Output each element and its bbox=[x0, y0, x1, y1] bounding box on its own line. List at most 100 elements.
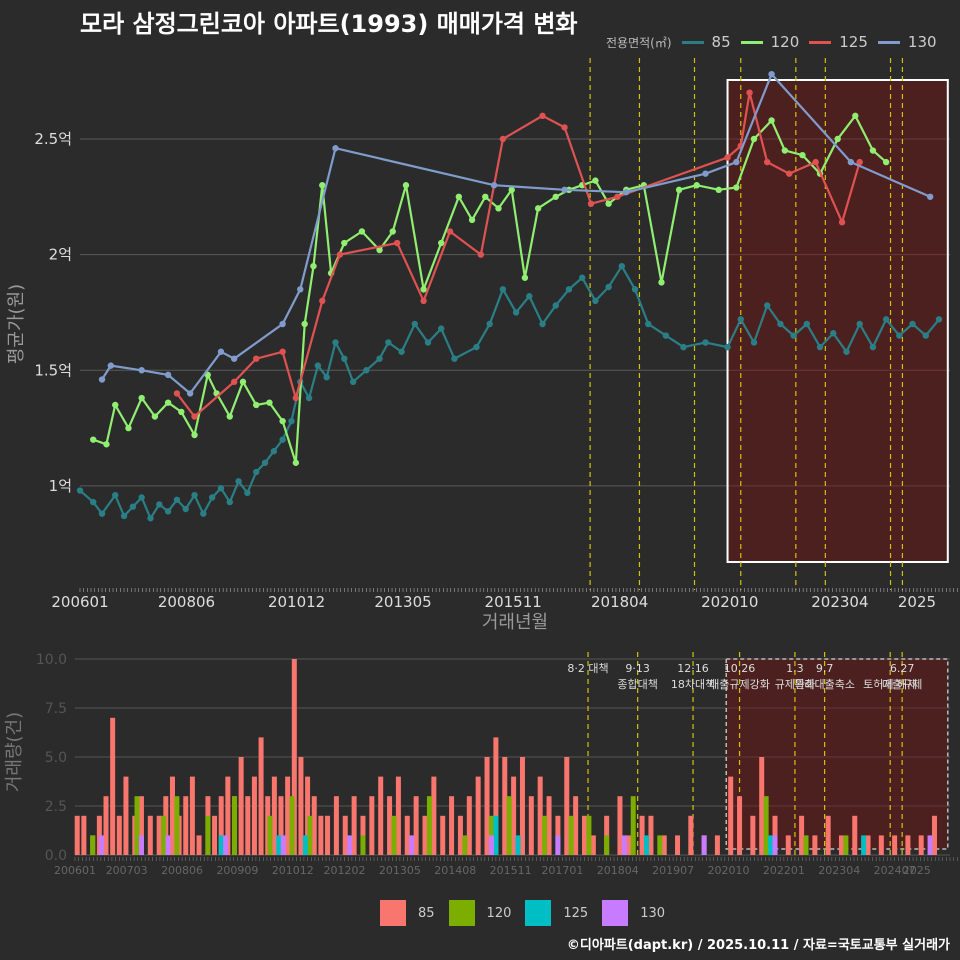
legend-bottom-item-130: 130 bbox=[602, 900, 665, 926]
volume-bar-85 bbox=[431, 776, 437, 855]
volume-bar-85 bbox=[825, 815, 831, 855]
volume-bar-120 bbox=[763, 796, 769, 855]
volume-bar-85 bbox=[395, 776, 401, 855]
policy-annotation: 9·13 bbox=[625, 662, 650, 675]
volume-bar-85 bbox=[318, 815, 324, 855]
volume-x-tick-label: 201701 bbox=[541, 864, 583, 877]
data-point-125 bbox=[812, 158, 819, 166]
price-chart: 1억 1.5억 2억 2.5억 200601 200806 201012 201305 2015… bbox=[6, 58, 958, 633]
data-point-130 bbox=[107, 362, 115, 369]
data-point-85 bbox=[856, 320, 863, 328]
volume-bar-85 bbox=[183, 796, 189, 855]
volume-bar-85 bbox=[457, 815, 463, 855]
volume-bar-85 bbox=[626, 835, 632, 855]
data-point-85 bbox=[935, 316, 943, 323]
volume-x-tick-label: 202407 bbox=[874, 864, 916, 877]
volume-bar-125 bbox=[276, 835, 282, 855]
volume-bar-120 bbox=[426, 796, 432, 855]
data-point-125 bbox=[614, 193, 621, 200]
data-point-85 bbox=[332, 339, 339, 346]
volume-bar-85 bbox=[258, 737, 264, 855]
legend-bottom: 85 120 125 130 bbox=[380, 900, 679, 926]
volume-bar-85 bbox=[564, 757, 570, 855]
x-tick-label: 201305 bbox=[374, 593, 431, 611]
data-point-120 bbox=[138, 394, 145, 402]
data-point-85 bbox=[226, 498, 233, 506]
volume-bar-85 bbox=[103, 796, 109, 855]
volume-x-tick-label: 201907 bbox=[652, 864, 694, 877]
data-point-120 bbox=[358, 228, 366, 235]
volume-bar-85 bbox=[661, 835, 667, 855]
data-point-85 bbox=[896, 332, 903, 339]
volume-bar-130 bbox=[701, 835, 707, 855]
data-point-125 bbox=[446, 228, 454, 235]
data-point-85 bbox=[909, 320, 916, 328]
legend-label-85: 85 bbox=[711, 33, 731, 51]
volume-bar-130 bbox=[927, 835, 933, 855]
data-point-120 bbox=[389, 228, 396, 235]
legend-top: 전용면적(㎡) 85 120 125 130 bbox=[606, 32, 947, 52]
data-point-120 bbox=[279, 417, 286, 425]
data-point-85 bbox=[724, 343, 731, 351]
volume-bar-85 bbox=[298, 757, 304, 855]
data-point-125 bbox=[336, 251, 344, 258]
data-point-130 bbox=[623, 188, 630, 196]
data-point-85 bbox=[244, 489, 251, 497]
data-point-120 bbox=[552, 193, 559, 200]
volume-bar-85 bbox=[728, 776, 734, 855]
data-point-85 bbox=[261, 459, 269, 466]
volume-bar-85 bbox=[648, 815, 654, 855]
legend-bottom-label-125: 125 bbox=[563, 905, 589, 921]
volume-bar-85 bbox=[278, 796, 284, 855]
data-point-85 bbox=[922, 332, 929, 339]
data-point-85 bbox=[512, 309, 520, 316]
data-point-85 bbox=[763, 302, 771, 309]
y-tick-label: 2억 bbox=[49, 246, 72, 264]
legend-line-130 bbox=[877, 40, 900, 44]
volume-bar-85 bbox=[342, 815, 348, 855]
data-point-130 bbox=[702, 170, 709, 177]
volume-bar-120 bbox=[542, 815, 548, 855]
data-point-85 bbox=[156, 501, 163, 508]
data-point-85 bbox=[235, 478, 242, 485]
volume-bar-85 bbox=[212, 815, 218, 855]
volume-x-tick-label: 202201 bbox=[763, 864, 805, 877]
data-point-120 bbox=[482, 193, 489, 200]
data-point-125 bbox=[587, 200, 595, 207]
data-point-130 bbox=[164, 371, 172, 379]
legend-line-125 bbox=[809, 40, 832, 44]
volume-bar-85 bbox=[404, 815, 410, 855]
volume-bar-85 bbox=[123, 776, 129, 855]
volume-bar-85 bbox=[378, 776, 384, 855]
volume-bar-85 bbox=[138, 796, 144, 855]
volume-y-tick-label: 0.0 bbox=[45, 848, 67, 864]
data-point-85 bbox=[129, 503, 137, 510]
volume-x-tick-label: 201511 bbox=[490, 864, 532, 877]
volume-bar-125 bbox=[644, 835, 650, 855]
volume-bar-85 bbox=[81, 815, 87, 855]
data-point-130 bbox=[186, 390, 194, 397]
data-point-130 bbox=[98, 376, 106, 383]
data-point-120 bbox=[402, 182, 410, 189]
volume-bar-85 bbox=[714, 835, 720, 855]
data-point-125 bbox=[420, 297, 427, 305]
volume-bar-130 bbox=[138, 835, 144, 855]
legend-label-125: 125 bbox=[839, 33, 868, 51]
data-point-125 bbox=[786, 170, 793, 177]
data-point-85 bbox=[376, 355, 383, 362]
volume-bar-125 bbox=[493, 815, 499, 855]
volume-bar-85 bbox=[799, 815, 805, 855]
legend-item-125: 125 bbox=[809, 33, 868, 51]
data-point-85 bbox=[816, 343, 824, 351]
volume-bar-120 bbox=[462, 835, 468, 855]
data-point-120 bbox=[521, 274, 529, 281]
data-point-85 bbox=[662, 332, 670, 339]
volume-bar-85 bbox=[311, 796, 317, 855]
data-point-120 bbox=[226, 413, 233, 420]
data-point-120 bbox=[768, 117, 775, 124]
data-point-85 bbox=[120, 512, 128, 520]
data-point-85 bbox=[473, 343, 480, 351]
data-point-85 bbox=[526, 293, 533, 300]
data-point-130 bbox=[138, 367, 145, 374]
volume-bar-85 bbox=[147, 815, 153, 855]
